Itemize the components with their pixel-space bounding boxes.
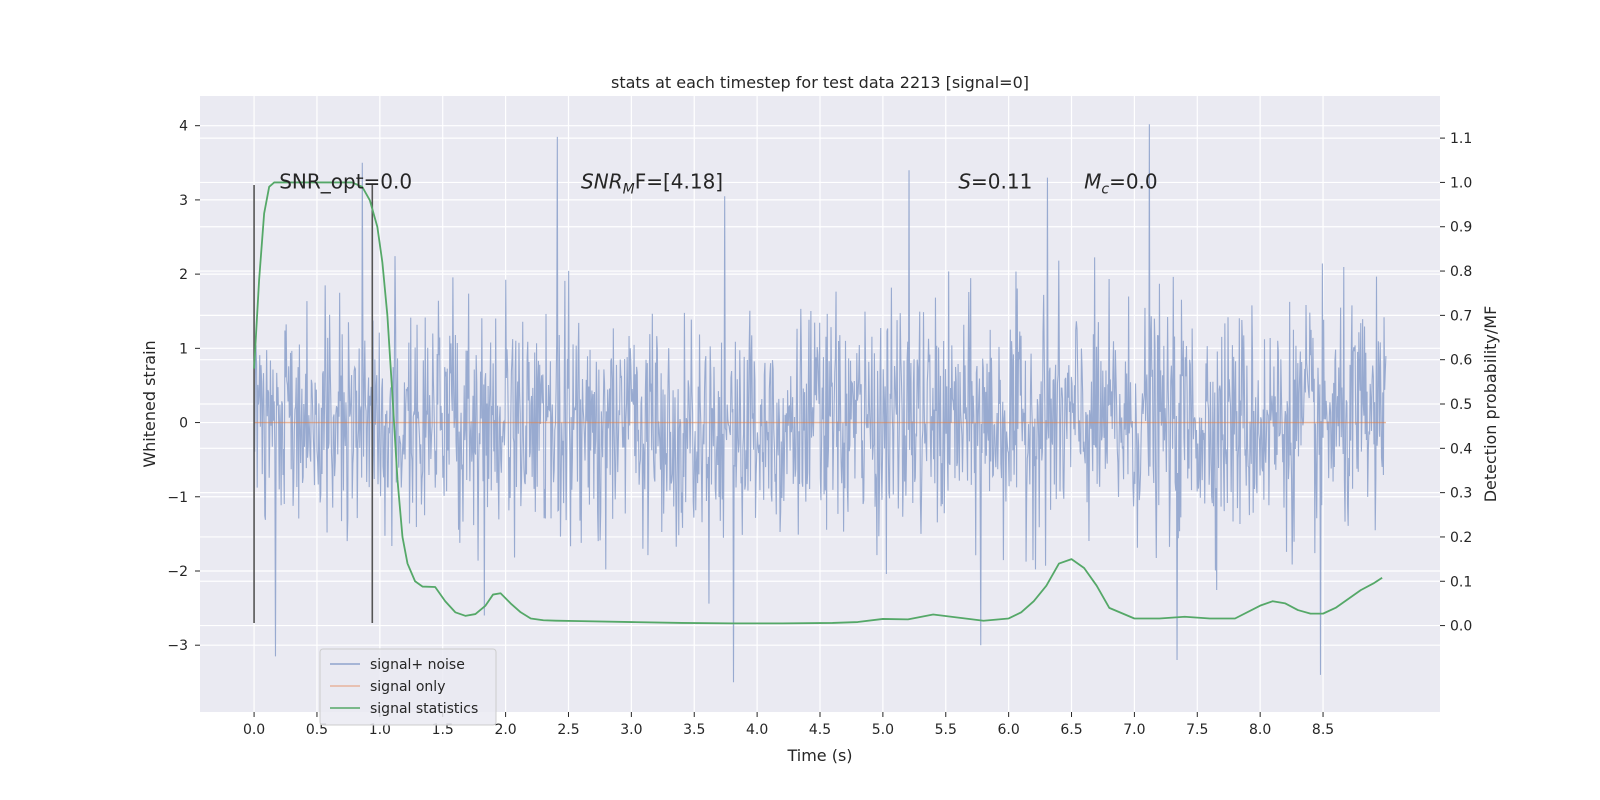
y2-tick-label-2: 0.2: [1450, 530, 1472, 546]
vertical-lines: [253, 185, 374, 623]
annotation-2-rest: =0.11: [971, 169, 1032, 193]
y-tick-label-4: 1: [179, 341, 188, 357]
y2-tick-label-10: 1.0: [1450, 175, 1472, 191]
annotation-1-main: SNR: [581, 169, 623, 193]
series-signal-noise: [253, 124, 1387, 683]
x-tick-label-14: 7.0: [1123, 722, 1145, 738]
y2-tick-label-4: 0.4: [1450, 441, 1472, 457]
x-tick-label-5: 2.5: [557, 722, 579, 738]
y2-tick-label-9: 0.9: [1450, 220, 1472, 236]
x-tick-label-16: 8.0: [1249, 722, 1271, 738]
annotation-3-rest: =0.0: [1109, 169, 1158, 193]
x-tick-label-8: 4.0: [746, 722, 768, 738]
x-axis-label: Time (s): [786, 746, 852, 765]
x-tick-label-2: 1.0: [369, 722, 391, 738]
annotation-1-rest: F=[4.18]: [635, 169, 723, 193]
y2-tick-label-6: 0.6: [1450, 353, 1472, 369]
x-tick-label-11: 5.5: [935, 722, 957, 738]
annotation-3-main: M: [1084, 169, 1101, 193]
y-axis-ticks: −3 −2 −1 0 1 2 3 4: [167, 119, 200, 654]
y2-tick-label-1: 0.1: [1450, 574, 1472, 590]
y-tick-label-3: 0: [179, 416, 188, 432]
x-tick-label-7: 3.5: [683, 722, 705, 738]
legend-label-signal-noise: signal+ noise: [370, 657, 465, 673]
x-tick-label-6: 3.0: [620, 722, 642, 738]
annotation-0: SNR_opt=0.0: [279, 169, 412, 193]
annotation-1-sub: M: [623, 181, 635, 197]
x-tick-label-10: 5.0: [872, 722, 894, 738]
stats-line: [253, 181, 1383, 625]
y2-tick-label-8: 0.8: [1450, 264, 1472, 280]
noise-line: [253, 124, 1387, 683]
legend: signal+ noise signal only signal statist…: [319, 648, 497, 726]
x-tick-label-13: 6.5: [1060, 722, 1082, 738]
annotation-3: Mc=0.0: [1084, 169, 1158, 197]
x-tick-label-3: 1.5: [432, 722, 454, 738]
annotation-2: S=0.11: [958, 169, 1032, 193]
x-axis-ticks: 0.0 0.5 1.0 1.5 2.0 2.5 3.0 3.5 4.0 4.5 5.0 5.5 6.0 6…: [243, 712, 1334, 738]
y-axis-label: Whitened strain: [140, 340, 159, 467]
x-tick-label-4: 2.0: [494, 722, 516, 738]
legend-label-signal-only: signal only: [370, 679, 445, 695]
y-tick-label-5: 2: [179, 267, 188, 283]
x-tick-label-17: 8.5: [1312, 722, 1334, 738]
y-tick-label-1: −2: [167, 564, 188, 580]
y2-tick-label-7: 0.7: [1450, 308, 1472, 324]
y2-tick-label-0: 0.0: [1450, 619, 1472, 635]
x-tick-label-1: 0.5: [306, 722, 328, 738]
y-tick-label-0: −3: [167, 638, 188, 654]
x-tick-label-15: 7.5: [1186, 722, 1208, 738]
y-tick-label-6: 3: [179, 193, 188, 209]
y2-axis-ticks: 0.0 0.1 0.2 0.3 0.4 0.5 0.6 0.7 0.8 0.9 1.0 1.1: [1440, 131, 1472, 635]
annotation-3-sub: c: [1101, 181, 1109, 197]
legend-frame: [319, 648, 497, 726]
y2-tick-label-11: 1.1: [1450, 131, 1472, 147]
y-tick-label-2: −1: [167, 490, 188, 506]
x-tick-label-12: 6.0: [998, 722, 1020, 738]
annotations: SNR_opt=0.0 SNRMF=[4.18] S=0.11 Mc=0.0: [279, 169, 1157, 197]
y2-tick-label-3: 0.3: [1450, 486, 1472, 502]
x-tick-label-0: 0.0: [243, 722, 265, 738]
y2-axis-label: Detection probability/MF: [1481, 306, 1500, 503]
y-tick-label-7: 4: [179, 119, 188, 135]
x-tick-label-9: 4.5: [809, 722, 831, 738]
annotation-1: SNRMF=[4.18]: [581, 169, 723, 197]
y2-tick-label-5: 0.5: [1450, 397, 1472, 413]
chart-title: stats at each timestep for test data 221…: [611, 73, 1029, 92]
annotation-2-main: S: [958, 169, 971, 193]
series-signal-statistics: [253, 181, 1383, 625]
legend-label-signal-statistics: signal statistics: [370, 701, 478, 717]
